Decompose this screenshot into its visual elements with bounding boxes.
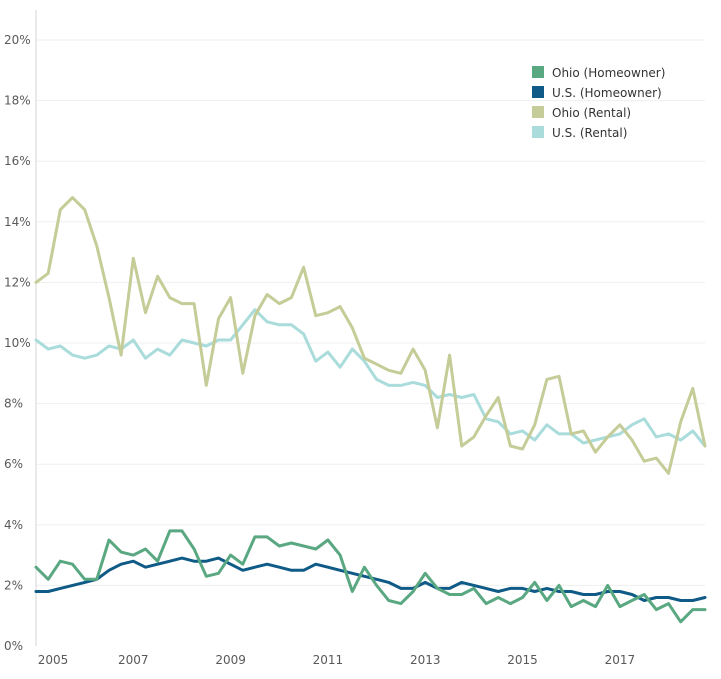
series-line-u-s-rental [34, 308, 707, 448]
y-tick-label: 14% [4, 215, 31, 229]
y-tick-label: 12% [4, 275, 31, 289]
legend-label: U.S. (Homeowner) [552, 86, 662, 100]
y-tick-label: 20% [4, 33, 31, 47]
y-tick-label: 0% [4, 639, 23, 653]
x-tick-label: 2009 [215, 653, 246, 667]
x-tick-label: 2005 [38, 653, 69, 667]
legend-label: U.S. (Rental) [552, 126, 627, 140]
y-tick-labels: 0% 2% 4% 6% 8% 10% 12% 14% 16% 18% 20% [4, 33, 31, 653]
y-tick-label: 18% [4, 94, 31, 108]
legend-swatch [532, 126, 544, 138]
legend-label: Ohio (Homeowner) [552, 66, 665, 80]
x-tick-label: 2007 [118, 653, 149, 667]
legend-swatch [532, 66, 544, 78]
series-line-u-s-homeowner [34, 556, 707, 602]
y-tick-label: 16% [4, 154, 31, 168]
x-tick-label: 2017 [605, 653, 636, 667]
x-tick-label: 2013 [410, 653, 441, 667]
y-tick-label: 8% [4, 397, 23, 411]
x-tick-label: 2015 [507, 653, 538, 667]
series-line-ohio-homeowner [34, 529, 707, 624]
y-tick-label: 2% [4, 578, 23, 592]
series-line-ohio-rental [34, 196, 707, 475]
legend-label: Ohio (Rental) [552, 106, 631, 120]
y-tick-label: 10% [4, 336, 31, 350]
series-layer [34, 196, 707, 624]
y-tick-label: 4% [4, 518, 23, 532]
x-tick-labels: 2005 2007 2009 2011 2013 2015 2017 [38, 653, 635, 667]
legend-swatch [532, 86, 544, 98]
x-tick-label: 2011 [313, 653, 344, 667]
legend-swatch [532, 106, 544, 118]
y-tick-label: 6% [4, 457, 23, 471]
legend: Ohio (Homeowner) U.S. (Homeowner) Ohio (Re… [532, 66, 665, 140]
grid-layer [36, 39, 705, 586]
